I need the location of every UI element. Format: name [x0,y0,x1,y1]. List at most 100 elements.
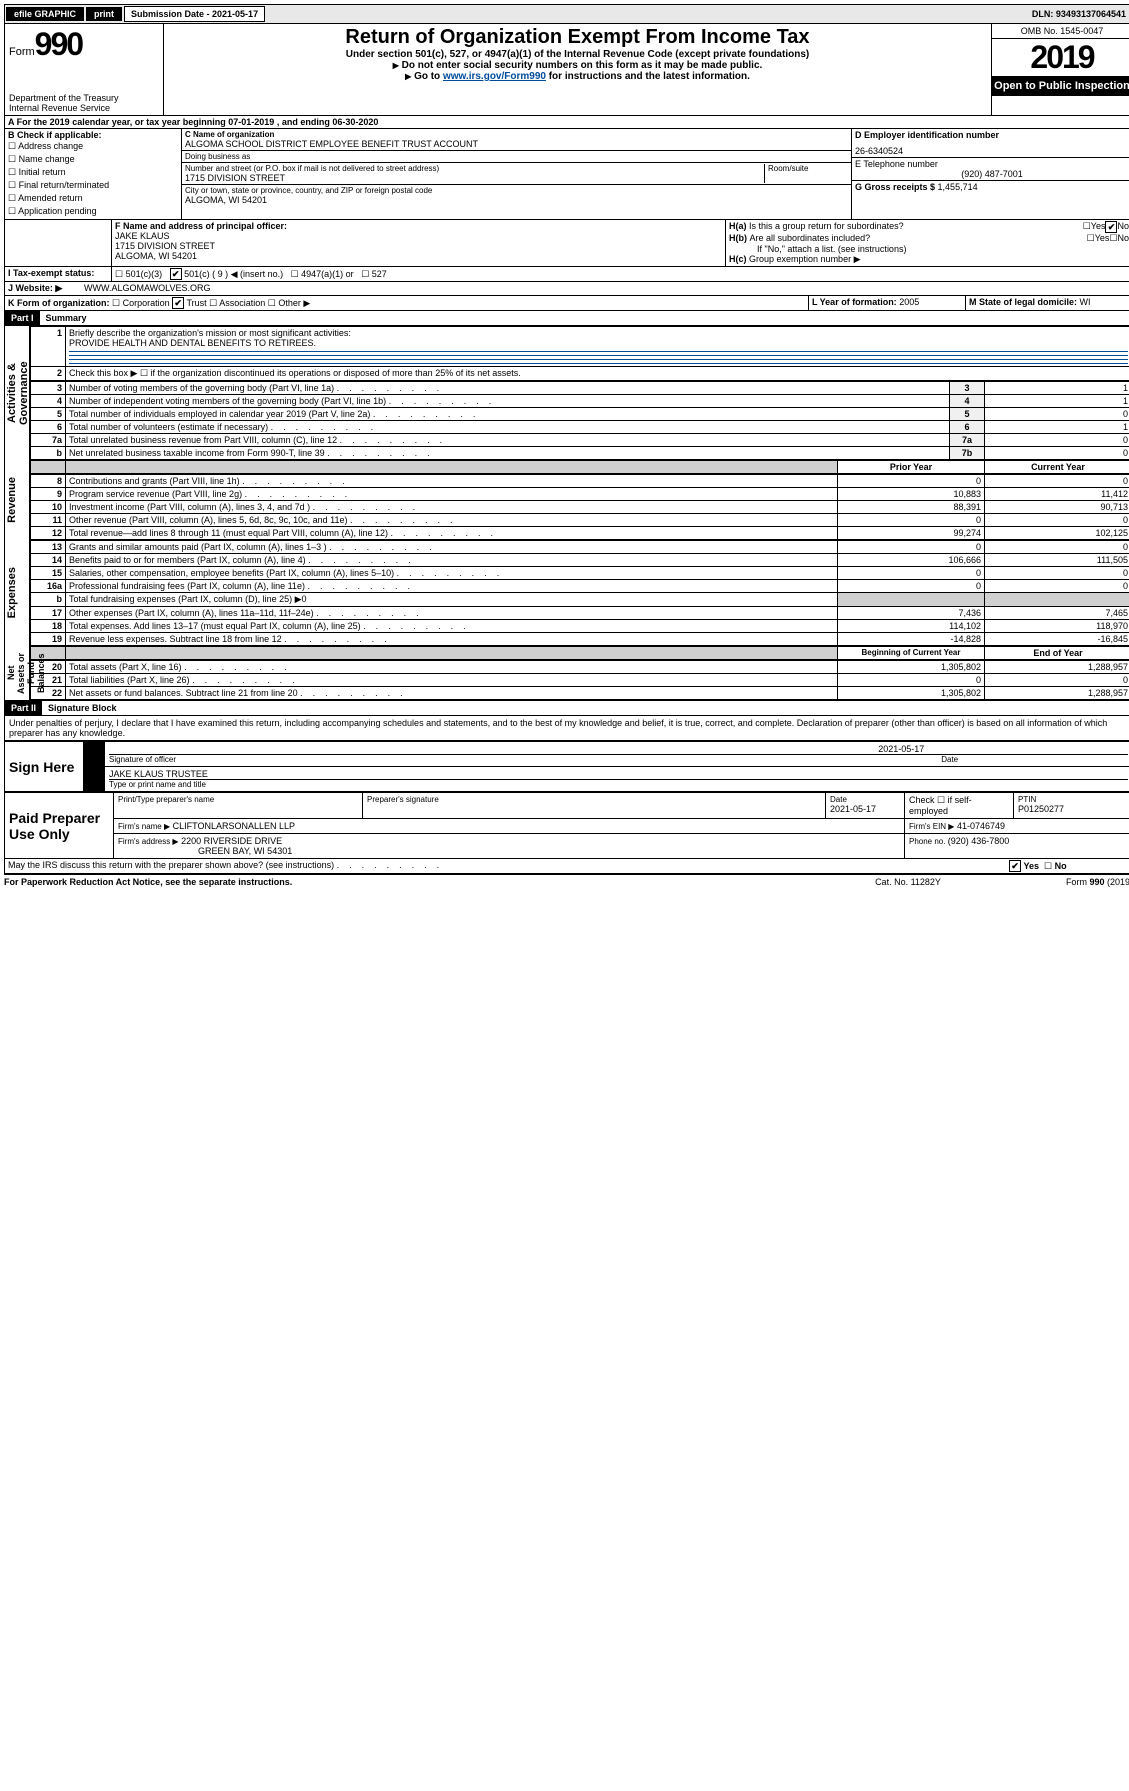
officer-name-typed: JAKE KLAUS TRUSTEE [109,769,1128,779]
org-name: ALGOMA SCHOOL DISTRICT EMPLOYEE BENEFIT … [185,139,848,149]
dba-label: Doing business as [185,152,848,161]
part2-label: Part II [5,701,42,715]
irs-link[interactable]: www.irs.gov/Form990 [443,71,546,82]
part1-title: Summary [40,311,93,325]
summary-row: 14Benefits paid to or for members (Part … [31,554,1129,567]
k-trust-check[interactable]: ✔ [172,297,184,309]
perjury-text: Under penalties of perjury, I declare th… [4,716,1129,741]
firm-name-label: Firm's name ▶ [118,822,170,831]
ein-label: D Employer identification number [855,130,1129,140]
city-label: City or town, state or province, country… [185,186,848,195]
form-number: Form990 [9,26,159,63]
summary-row: 18Total expenses. Add lines 13–17 (must … [31,620,1129,633]
summary-row: 13Grants and similar amounts paid (Part … [31,541,1129,554]
org-city: ALGOMA, WI 54201 [185,195,848,205]
vtab3-text: Expenses [5,563,19,622]
summary-row: 8Contributions and grants (Part VIII, li… [31,475,1129,488]
sub-date-label: Submission Date - [131,9,212,19]
opt-initial: Initial return [19,167,66,177]
firm-ein-label: Firm's EIN ▶ [909,822,954,831]
paid-preparer: Paid Preparer Use Only [5,793,114,859]
addr-label: Number and street (or P.O. box if mail i… [185,164,764,173]
check-pending[interactable]: ☐ Application pending [8,205,178,218]
opt-pending: Application pending [18,206,97,216]
section-bcd: B Check if applicable: ☐ Address change … [4,129,1129,220]
top-bar: efile GRAPHIC print Submission Date - 20… [4,4,1129,24]
summary-row: 17Other expenses (Part IX, column (A), l… [31,607,1129,620]
hc-text: Group exemption number ▶ [749,254,860,264]
phone-value: (920) 487-7001 [855,169,1129,179]
vtab-netassets: Net Assets or Fund Balances [5,646,30,700]
vtab4-text: Net Assets or Fund Balances [5,646,47,700]
section-d: D Employer identification number 26-6340… [852,129,1129,219]
part1-body: Activities & Governance 1 Briefly descri… [4,326,1129,460]
k-assoc: Association [219,298,265,308]
check-final-return[interactable]: ☐ Final return/terminated [8,179,178,192]
date-label: Date [771,755,1128,764]
line-a-mid: , and ending [274,117,332,127]
print-button[interactable]: print [86,7,122,21]
vtab-expenses: Expenses [5,540,30,646]
summary-row: 22Net assets or fund balances. Subtract … [31,687,1129,700]
dept-irs: Internal Revenue Service [9,103,159,113]
header-left: Form990 Department of the Treasury Inter… [5,24,164,115]
footer-mid: Cat. No. 11282Y [833,877,983,887]
firm-name: CLIFTONLARSONALLEN LLP [173,821,295,831]
tax-year-begin: 07-01-2019 [228,117,274,127]
te-501c3: 501(c)(3) [126,269,163,279]
section-b-label: B Check if applicable: [8,130,178,140]
vtab-activities: Activities & Governance [5,326,30,460]
discuss-no-label: No [1055,861,1067,871]
sub-date-value: 2021-05-17 [212,9,258,19]
discuss-yes[interactable]: ✔ [1009,860,1021,872]
goto-prefix: Go to [414,71,443,82]
summary-row: 10Investment income (Part VIII, column (… [31,501,1129,514]
te-501c-check[interactable]: ✔ [170,268,182,280]
summary-row: bTotal fundraising expenses (Part IX, co… [31,593,1129,607]
open-public-badge: Open to Public Inspection [992,76,1129,96]
gross-label: G Gross receipts $ [855,182,938,192]
section-h: H(a) Is this a group return for subordin… [726,220,1129,266]
summary-row: 4Number of independent voting members of… [31,395,1129,408]
dln-label: DLN: [1032,9,1056,19]
ptin-label: PTIN [1018,795,1128,804]
k-other: Other ▶ [278,298,310,308]
dept-treasury: Department of the Treasury [9,93,159,103]
line1-label: Briefly describe the organization's miss… [69,328,351,338]
ha-no-check[interactable]: ✔ [1105,221,1117,233]
form-subtitle-2: Do not enter social security numbers on … [402,60,763,71]
vtab-revenue: Revenue [5,460,30,540]
discuss-row: May the IRS discuss this return with the… [4,859,1129,874]
firm-addr1: 2200 RIVERSIDE DRIVE [181,836,282,846]
summary-row: 7aTotal unrelated business revenue from … [31,434,1129,447]
tax-year: 2019 [992,39,1129,76]
check-amended[interactable]: ☐ Amended return [8,192,178,205]
line-a-text: A For the 2019 calendar year, or tax yea… [5,116,381,128]
yes-label: Yes [1091,221,1106,233]
tax-exempt-row: I Tax-exempt status: ☐ 501(c)(3) ✔ 501(c… [4,267,1129,282]
revenue-section: Revenue Prior Year Current Year 8Contrib… [4,460,1129,540]
signature-table: Sign Here 2021-05-17 Signature of office… [4,741,1129,792]
section-c: C Name of organization ALGOMA SCHOOL DIS… [182,129,852,219]
check-initial-return[interactable]: ☐ Initial return [8,166,178,179]
discuss-text: May the IRS discuss this return with the… [8,860,334,870]
efile-button[interactable]: efile GRAPHIC [6,7,84,21]
check-name-change[interactable]: ☐ Name change [8,153,178,166]
activities-content: 1 Briefly describe the organization's mi… [30,326,1129,460]
header-mid: Return of Organization Exempt From Incom… [164,24,991,115]
netassets-section: Net Assets or Fund Balances Beginning of… [4,646,1129,701]
summary-row: 11Other revenue (Part VIII, column (A), … [31,514,1129,527]
opt-final: Final return/terminated [19,180,110,190]
form-no: 990 [35,26,82,62]
summary-row: 12Total revenue—add lines 8 through 11 (… [31,527,1129,540]
org-name-label: C Name of organization [185,130,848,139]
phone-label: E Telephone number [855,159,1129,169]
summary-row: 19Revenue less expenses. Subtract line 1… [31,633,1129,646]
no-label2: No [1117,233,1129,244]
section-i-empty [5,220,112,266]
line1-val: PROVIDE HEALTH AND DENTAL BENEFITS TO RE… [69,338,316,348]
check-address-change[interactable]: ☐ Address change [8,140,178,153]
prep-date-val: 2021-05-17 [830,804,900,814]
yes-label2: Yes [1095,233,1110,244]
k-corp: Corporation [123,298,170,308]
